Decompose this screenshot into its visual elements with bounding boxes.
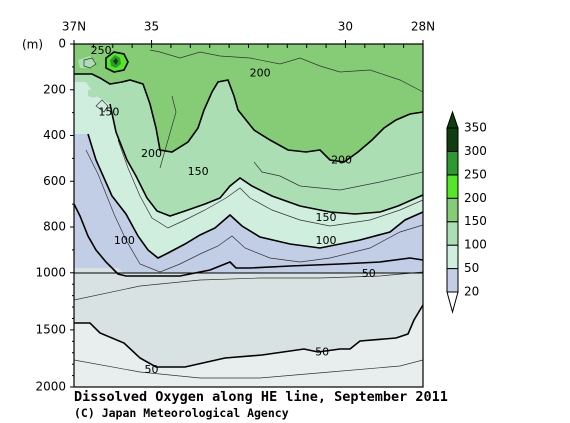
contour-label: 150 — [98, 106, 119, 119]
chart-title: Dissolved Oxygen along HE line, Septembe… — [74, 389, 448, 405]
contour-label: 50 — [315, 346, 329, 359]
contour-label: 50 — [145, 363, 159, 376]
y-tick-label: 600 — [43, 174, 66, 188]
contour-label: 150 — [316, 211, 337, 224]
legend-bottom-arrow — [446, 291, 459, 314]
contour-label: 100 — [114, 234, 135, 247]
band-200-250 — [74, 44, 423, 162]
legend-label: 300 — [464, 144, 487, 158]
legend-swatch — [446, 268, 459, 293]
legend-swatch — [446, 174, 459, 199]
contour-label: 200 — [250, 67, 271, 80]
contour-label: 200 — [331, 154, 352, 167]
x-tick-label: 28N — [411, 20, 435, 34]
legend-swatch — [446, 197, 459, 223]
legend-swatch — [446, 221, 459, 246]
small-150-patch — [88, 88, 100, 98]
legend-swatch — [446, 127, 459, 152]
thin-contours — [74, 49, 423, 379]
legend-top-arrow — [446, 110, 459, 129]
legend-label: 150 — [464, 214, 487, 228]
deep-gap — [74, 268, 423, 272]
contour-label: 100 — [316, 234, 337, 247]
y-tick-label: 1500 — [35, 322, 66, 336]
legend-label: 350 — [464, 121, 487, 135]
legend-label: 100 — [464, 238, 487, 252]
x-tick-label: 30 — [338, 20, 353, 34]
contour-label: 200 — [141, 147, 162, 160]
band-20-50-upper — [74, 268, 124, 273]
band-350-plus — [113, 58, 118, 65]
legend-label: 50 — [464, 261, 479, 275]
legend-swatch — [446, 244, 459, 270]
y-tick-label: 2000 — [35, 380, 66, 394]
legend-swatch — [446, 150, 459, 176]
y-unit-label: (m) — [22, 38, 43, 52]
x-tick-label: 35 — [144, 20, 159, 34]
band-20-50 — [74, 273, 423, 367]
y-tick-label: 800 — [43, 220, 66, 234]
contour-label: 150 — [188, 165, 209, 178]
y-tick-label: 200 — [43, 82, 66, 96]
color-legend: 20 50 100 150 200 250 300 350 — [446, 110, 487, 314]
y-tick-label: 400 — [43, 128, 66, 142]
y-tick-label: 1000 — [35, 265, 66, 279]
contour-label: 50 — [362, 267, 376, 280]
chart-credit: (C) Japan Meteorological Agency — [74, 406, 289, 420]
small-250-patch — [78, 56, 96, 68]
legend-label: 250 — [464, 167, 487, 181]
plot-area — [74, 44, 423, 387]
legend-label: 20 — [464, 285, 479, 299]
contour-labels: 250 200 150 200 200 150 150 100 100 50 50 50 — [91, 44, 376, 376]
contour-label: 250 — [91, 44, 112, 57]
axes: 37N 35 30 28N 0 200 400 600 800 1000 1500 2000 (m) — [22, 20, 435, 394]
x-tick-label: 37N — [62, 20, 86, 34]
y-tick-label: 0 — [58, 37, 66, 51]
legend-label: 200 — [464, 191, 487, 205]
